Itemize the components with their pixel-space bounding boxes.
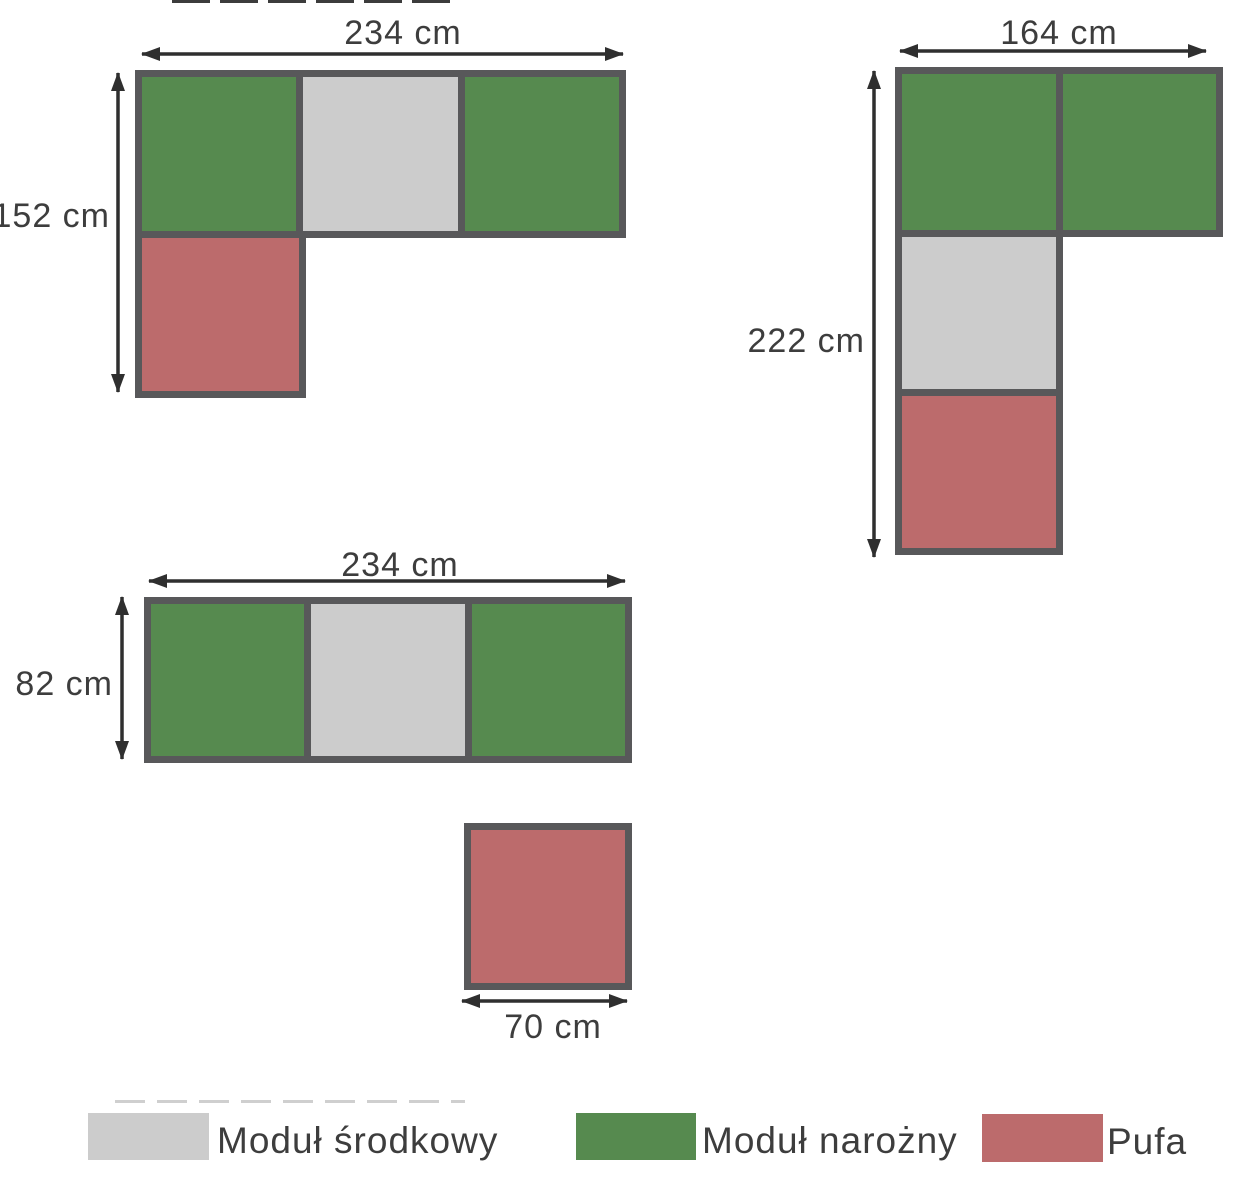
module-pufa: [142, 238, 299, 391]
module-center: [311, 604, 465, 756]
module-center: [902, 237, 1056, 389]
module-corner: [1062, 74, 1216, 230]
cropped-text-artifact-bottom: [115, 1100, 465, 1103]
legend-label-center-module: Moduł środkowy: [217, 1120, 499, 1161]
module-center: [303, 77, 458, 231]
width-label-pufa: 70 cm: [504, 1008, 602, 1046]
legend-swatch-center-module: [88, 1113, 209, 1160]
pufa-square-block: [464, 823, 632, 990]
cropped-text-artifact-top: [172, 0, 458, 3]
width-label-config-c: 234 cm: [341, 546, 459, 584]
module-pufa: [471, 830, 625, 983]
config-a-pufa-block: [135, 231, 306, 398]
height-label-config-a: 152 cm: [0, 197, 110, 235]
module-corner: [464, 77, 619, 231]
legend-swatch-corner-module: [576, 1113, 696, 1160]
module-corner: [151, 604, 305, 756]
legend-label-pufa: Pufa: [1107, 1121, 1188, 1162]
config-b-left-column: [895, 230, 1063, 555]
legend-label-corner-module: Moduł narożny: [702, 1120, 958, 1161]
config-c-row: [144, 597, 632, 763]
config-b-top-row: [895, 67, 1223, 237]
height-label-config-c: 82 cm: [15, 665, 113, 703]
height-label-config-b: 222 cm: [747, 322, 865, 360]
legend-swatch-pufa: [982, 1114, 1103, 1162]
width-label-config-a: 234 cm: [344, 14, 462, 52]
config-a-top-row: [135, 70, 626, 238]
module-corner: [471, 604, 625, 756]
module-pufa: [902, 396, 1056, 548]
width-label-config-b: 164 cm: [1000, 14, 1118, 52]
module-corner: [902, 74, 1056, 230]
module-corner: [142, 77, 297, 231]
